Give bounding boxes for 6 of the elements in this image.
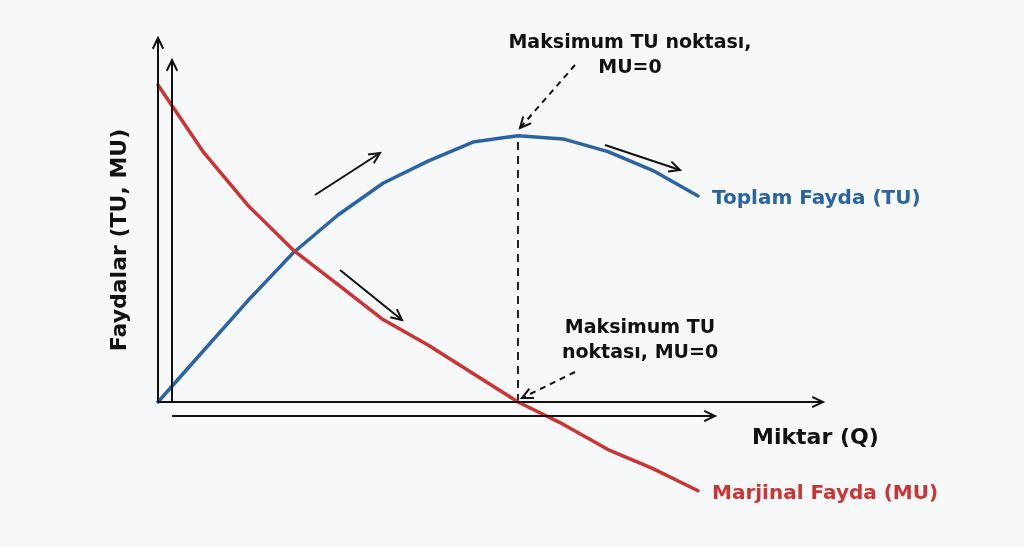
text: Maksimum TU noktası, MU=0 [508,30,752,77]
series-label: Marjinal Fayda (MU) [712,479,939,504]
annotation: Maksimum TU noktası, MU=0 [561,315,719,362]
series-label: Toplam Fayda (TU) [712,184,921,209]
y-axis-title: Faydalar (TU, MU) [106,128,131,352]
x-axis-title: Miktar (Q) [752,424,879,449]
